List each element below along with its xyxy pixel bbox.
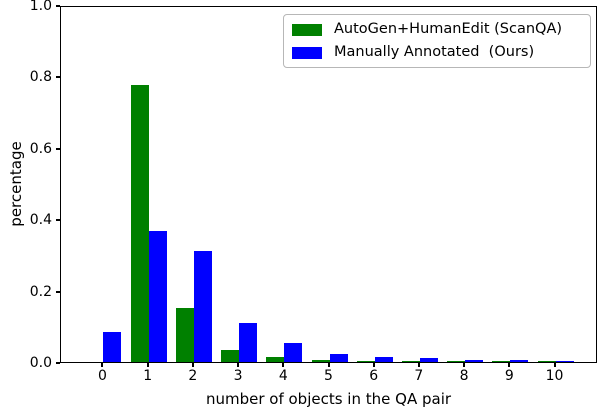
plot-area: AutoGen+HumanEdit (ScanQA) Manually Anno… [60,6,597,363]
y-tick-mark-1.0 [56,5,60,7]
bar-scanqa-4 [266,357,284,362]
legend-item-scanqa: AutoGen+HumanEdit (ScanQA) [292,20,582,39]
y-tick-mark-0.4 [56,219,60,221]
bar-ours-7 [420,358,438,362]
bar-scanqa-9 [492,361,510,362]
x-tick-label-3: 3 [233,368,243,384]
y-tick-mark-0.6 [56,148,60,150]
bar-ours-1 [149,231,167,362]
bar-ours-2 [194,251,212,362]
x-tick-label-8: 8 [459,368,469,384]
legend-label-scanqa: AutoGen+HumanEdit (ScanQA) [334,21,563,37]
bar-ours-8 [465,360,483,362]
x-tick-label-5: 5 [324,368,333,384]
bar-scanqa-5 [312,360,330,362]
x-tick-label-4: 4 [278,368,288,384]
bar-ours-0 [103,332,121,362]
x-tick-label-7: 7 [414,368,424,384]
x-tick-mark-1 [146,363,149,367]
bar-scanqa-10 [538,361,556,362]
bar-scanqa-2 [176,308,194,362]
x-tick-mark-3 [237,363,240,367]
y-tick-label-0.6: 0.6 [29,141,52,157]
bar-ours-9 [510,360,528,362]
x-tick-label-1: 1 [143,368,153,384]
y-tick-label-0.4: 0.4 [29,212,52,228]
bar-scanqa-8 [447,361,465,362]
y-axis-title: percentage [7,141,25,227]
bar-scanqa-7 [402,361,420,362]
x-tick-mark-10 [553,363,556,367]
legend: AutoGen+HumanEdit (ScanQA) Manually Anno… [283,14,591,68]
legend-swatch-green [292,23,322,36]
y-tick-mark-0.8 [56,76,60,78]
x-tick-mark-2 [191,363,194,367]
bar-scanqa-3 [221,350,239,362]
x-tick-mark-8 [463,363,466,367]
x-tick-mark-9 [508,363,511,367]
x-axis-title: number of objects in the QA pair [205,390,452,408]
bar-scanqa-1 [131,85,149,362]
y-tick-label-1.0: 1.0 [29,0,52,14]
x-tick-label-0: 0 [98,368,107,384]
x-tick-mark-6 [372,363,375,367]
x-tick-label-2: 2 [188,368,198,384]
x-tick-mark-5 [327,363,330,367]
x-tick-label-10: 10 [545,368,564,384]
x-tick-label-6: 6 [369,368,379,384]
bar-ours-4 [284,343,302,362]
bar-ours-5 [330,354,348,362]
x-tick-mark-4 [282,363,285,367]
bar-ours-10 [556,361,574,362]
bar-ours-6 [375,357,393,362]
legend-label-ours: Manually Annotated (Ours) [334,44,535,60]
legend-swatch-blue [292,46,322,59]
x-tick-label-9: 9 [504,368,514,384]
y-tick-label-0.8: 0.8 [29,69,52,85]
x-tick-mark-0 [101,363,104,367]
bar-scanqa-6 [357,361,375,362]
y-tick-mark-0.0 [56,362,60,364]
legend-item-ours: Manually Annotated (Ours) [292,43,582,62]
x-tick-mark-7 [417,363,420,367]
bar-ours-3 [239,323,257,362]
y-tick-mark-0.2 [56,291,60,293]
y-tick-label-0.2: 0.2 [29,284,52,300]
y-tick-label-0.0: 0.0 [29,355,52,371]
